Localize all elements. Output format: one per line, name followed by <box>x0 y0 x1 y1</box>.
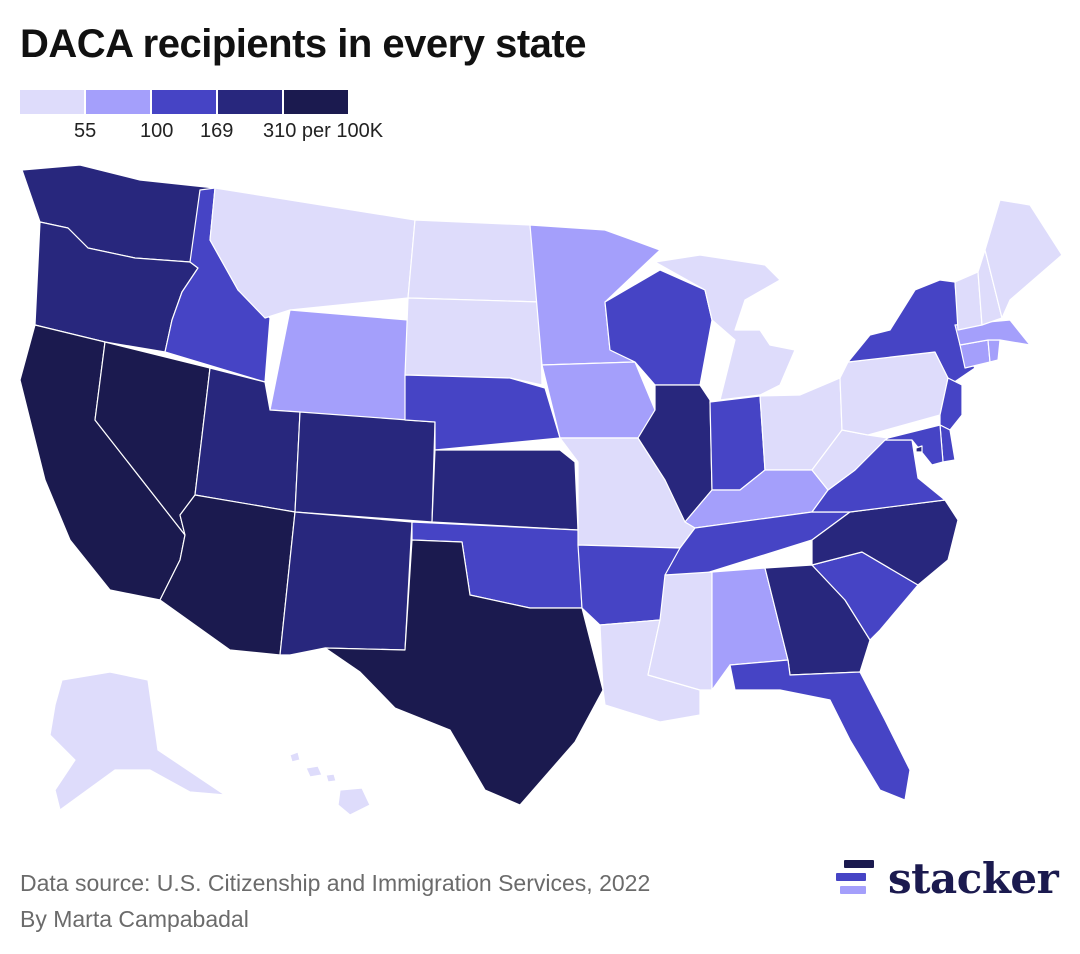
legend-swatch-3 <box>152 90 216 114</box>
data-source: Data source: U.S. Citizenship and Immigr… <box>20 870 651 896</box>
stacker-logo[interactable]: stacker <box>836 853 1059 903</box>
chart-title: DACA recipients in every state <box>20 22 586 66</box>
byline: By Marta Campabadal <box>20 906 249 932</box>
state-mi[interactable] <box>654 254 796 401</box>
legend-label-310: 310 per 100K <box>263 120 384 142</box>
state-me[interactable] <box>984 199 1063 319</box>
state-vt[interactable] <box>954 271 983 331</box>
state-fl[interactable] <box>729 659 911 801</box>
color-legend <box>20 90 348 114</box>
legend-label-55: 55 <box>74 120 97 142</box>
state-co[interactable] <box>294 411 436 523</box>
state-hi[interactable] <box>289 751 371 816</box>
state-ak[interactable] <box>49 671 226 811</box>
stacker-mark-icon <box>836 860 874 894</box>
stacker-mark-bar-3 <box>840 886 866 894</box>
state-pa[interactable] <box>839 351 949 436</box>
legend-label-100: 100 <box>140 120 174 142</box>
legend-labels: 55 100 169 310 per 100K <box>20 120 440 146</box>
legend-swatch-2 <box>86 90 150 114</box>
legend-label-169: 169 <box>200 120 234 142</box>
state-ne[interactable] <box>404 374 561 451</box>
state-md[interactable] <box>884 424 944 466</box>
state-ks[interactable] <box>431 449 579 531</box>
stacker-mark-bar-1 <box>844 860 874 868</box>
state-sd[interactable] <box>404 297 543 386</box>
legend-swatch-1 <box>20 90 84 114</box>
state-wy[interactable] <box>269 309 409 421</box>
state-ri[interactable] <box>987 339 1001 363</box>
state-ia[interactable] <box>541 361 656 439</box>
state-tx[interactable] <box>324 539 604 806</box>
legend-swatch-5 <box>284 90 348 114</box>
stacker-mark-bar-2 <box>836 873 866 881</box>
legend-swatch-4 <box>218 90 282 114</box>
state-nm[interactable] <box>279 511 413 656</box>
us-states-map <box>19 164 1063 816</box>
state-dc[interactable] <box>915 445 923 453</box>
brand-name: stacker <box>888 853 1059 903</box>
state-nd[interactable] <box>407 219 541 303</box>
